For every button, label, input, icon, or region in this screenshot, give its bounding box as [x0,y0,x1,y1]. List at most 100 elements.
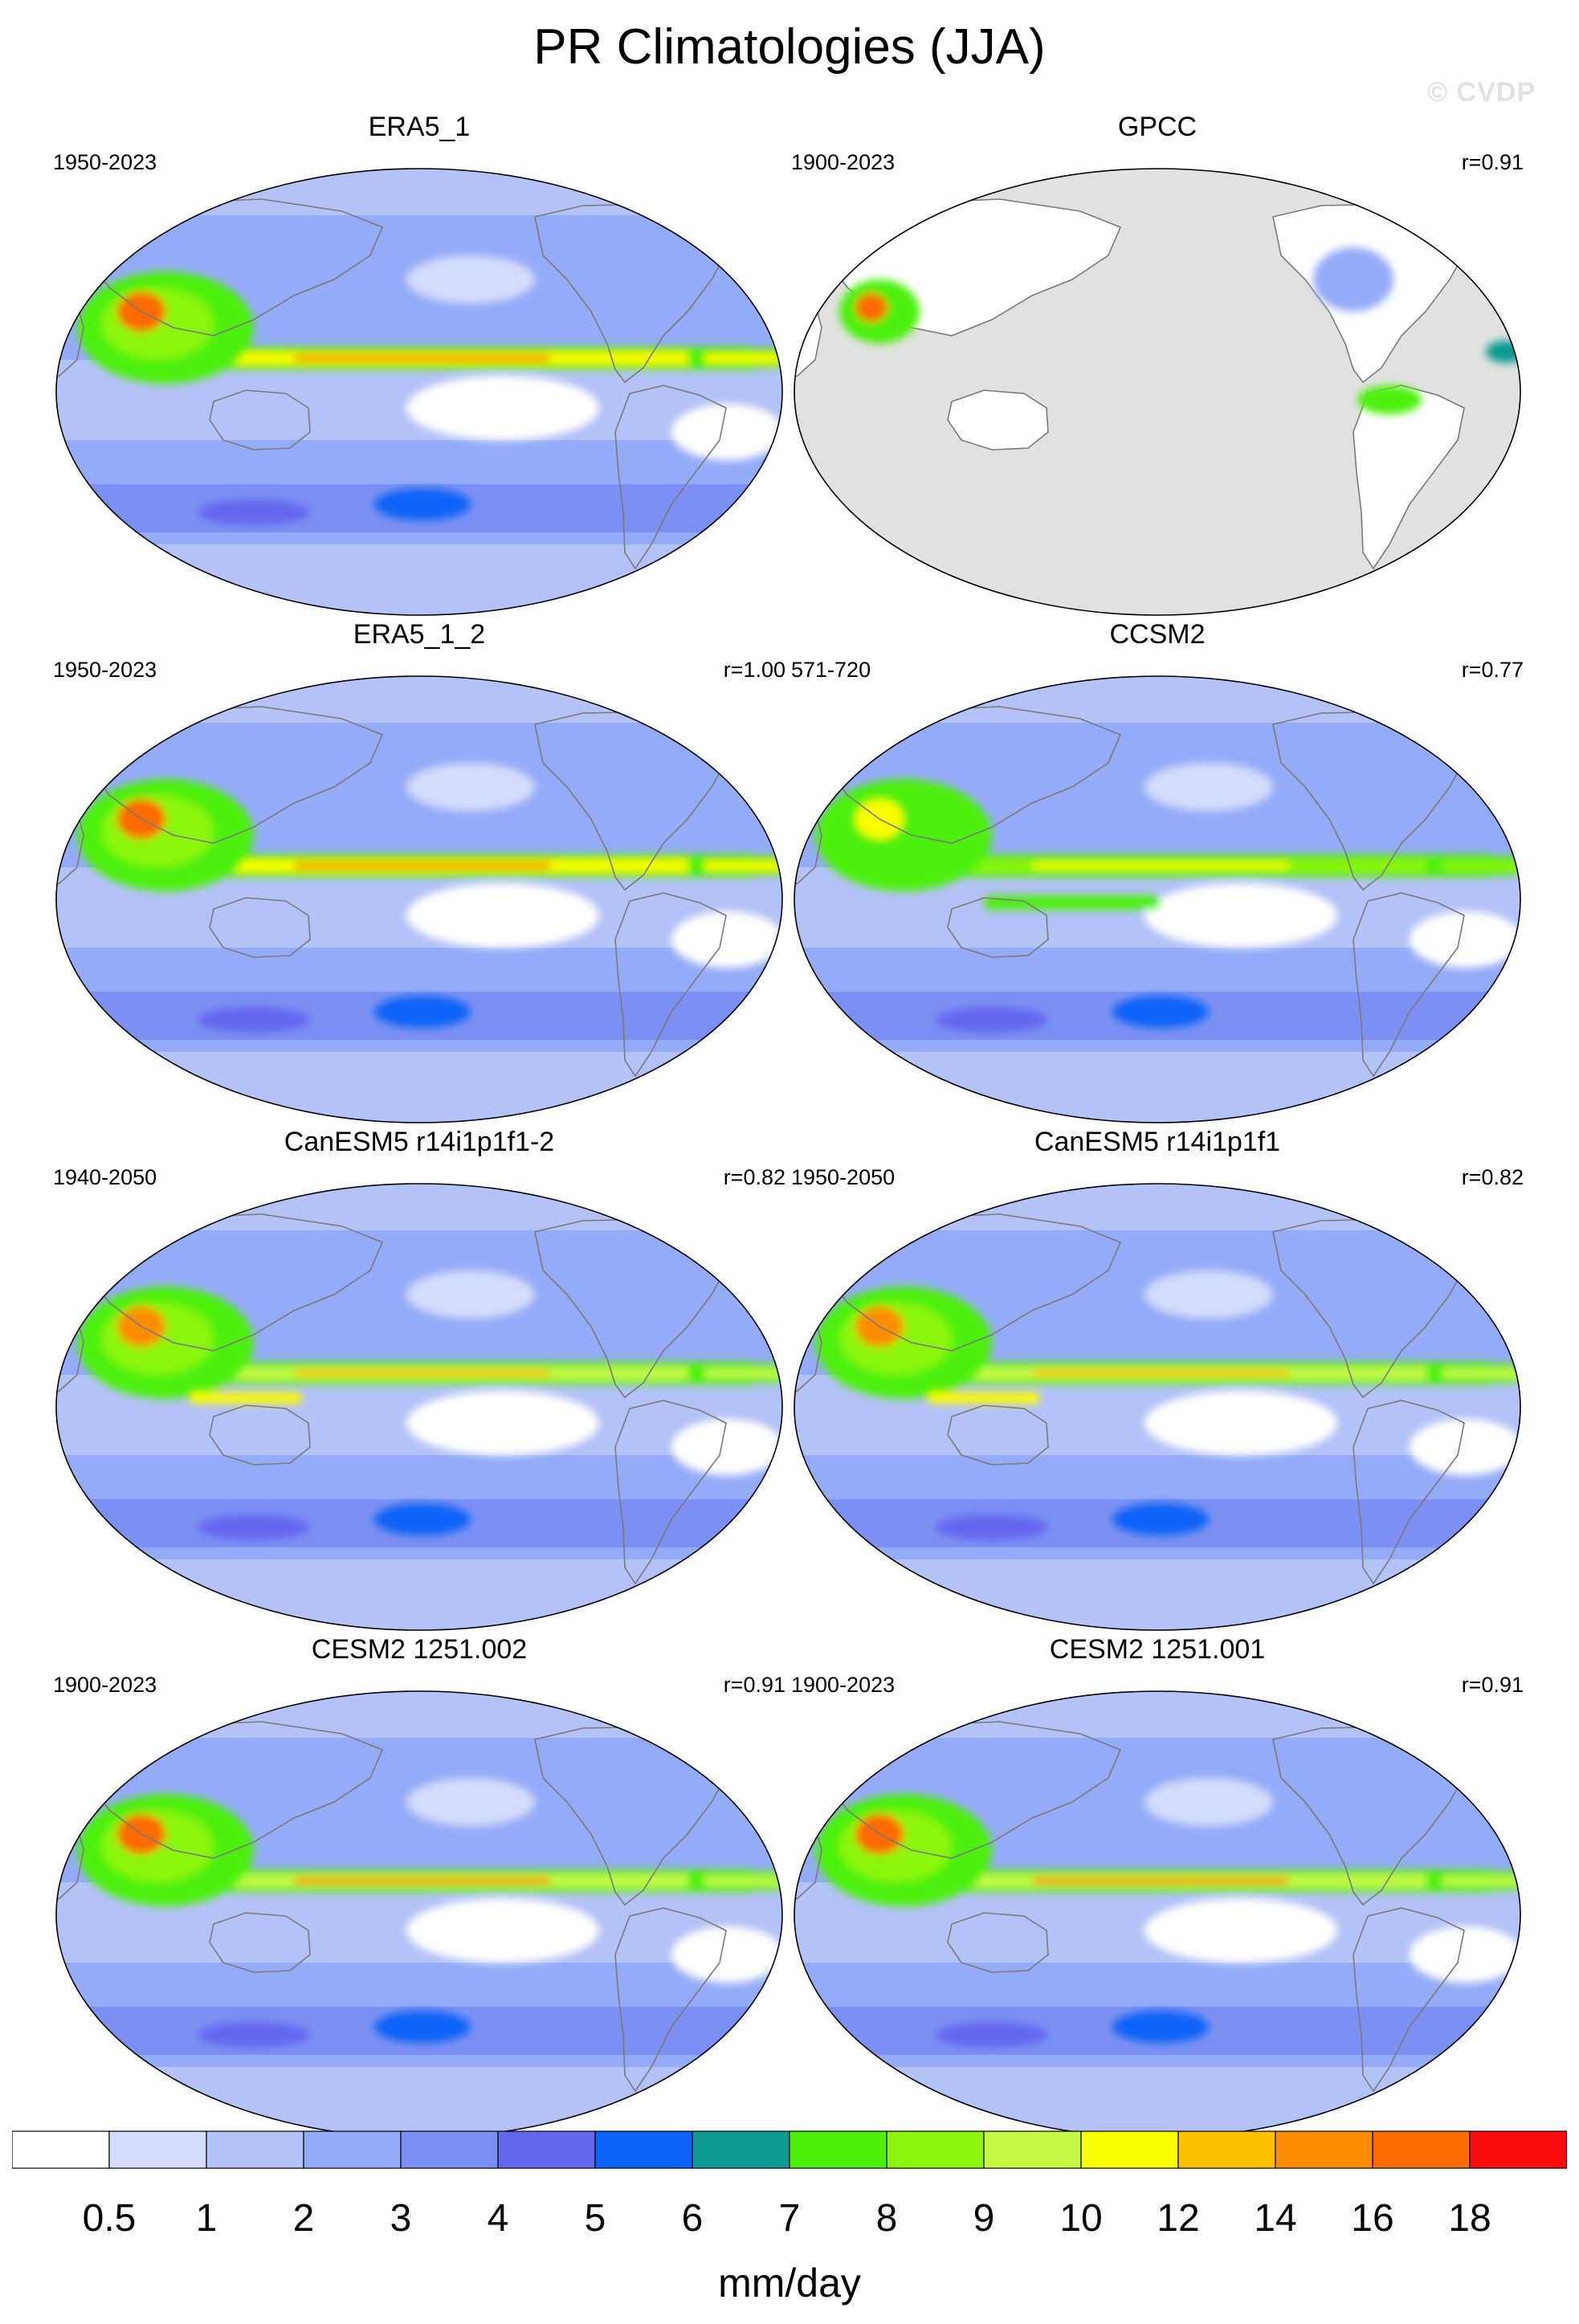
landmass-greenland [735,1729,781,1771]
landmass-asia [822,1721,1122,1859]
precipitation-field [794,676,1520,1123]
landmass-south-america [614,385,727,570]
colorbar-swatch [983,2130,1082,2169]
panel-pattern-correlation: r=0.77 [1461,658,1524,682]
colorbar-tick: 4 [487,2197,509,2240]
robinson-map [794,675,1521,1123]
robinson-map [794,168,1521,616]
panel-pattern-correlation: r=0.91 [1461,150,1524,174]
landmass-south-america [614,892,727,1078]
colorbar-tick: 14 [1254,2197,1297,2240]
panel-year-range: 1950-2023 [53,150,157,174]
colorbar-swatch [206,2130,304,2169]
landmass-australia [209,897,311,958]
panel-title: CCSM2 [1109,619,1206,650]
colorbar-swatch [497,2130,596,2169]
colorbar [12,2130,1567,2169]
colorbar-swatch [108,2130,207,2169]
colorbar-swatch [1275,2130,1373,2169]
map-panel: CanESM5 r14i1p1f1-2 1940-2050 r=0.82 [53,1126,785,1631]
panel-title: ERA5_1_2 [353,619,486,650]
colorbar-tick: 9 [973,2197,995,2240]
landmass-south-america [1353,1400,1465,1585]
colorbar-tick: 18 [1448,2197,1491,2240]
panel-title: GPCC [1117,112,1198,142]
colorbar-tick: 12 [1157,2197,1200,2240]
colorbar-swatch [1372,2130,1471,2169]
panel-year-range: 1950-2023 [53,658,157,682]
landmass-australia [209,1912,311,1973]
landmass-greenland [1473,1221,1519,1263]
colorbar-tick: 1 [195,2197,218,2240]
robinson-map [794,1183,1521,1631]
colorbar-tick: 16 [1351,2197,1394,2240]
colorbar-swatch [1080,2130,1179,2169]
panel-year-range: 1900-2023 [791,150,896,174]
robinson-map [55,1183,783,1631]
colorbar-swatch [1469,2130,1567,2169]
figure-title: PR Climatologies (JJA) [533,19,1046,75]
colorbar-tick: 10 [1059,2197,1103,2240]
panel-year-range: 571-720 [791,658,871,682]
landmass-greenland [735,1221,781,1263]
landmass-greenland [735,714,781,756]
landmass-greenland [1473,1729,1519,1771]
landmass-south-america [614,1907,727,2093]
panel-year-range: 1940-2050 [53,1165,157,1189]
robinson-map [55,168,783,616]
colorbar-tick: 5 [584,2197,606,2240]
landmass-greenland [735,206,781,248]
landmass-australia [947,389,1049,451]
colorbar-tick: 3 [390,2197,412,2240]
colorbar-swatch [400,2130,499,2169]
panel-pattern-correlation: r=1.00 [723,658,785,682]
landmass-south-america [614,1400,727,1585]
landmass-south-america [1353,1907,1465,2093]
panel-pattern-correlation: r=0.91 [723,1673,785,1697]
colorbar-swatch [692,2130,790,2169]
colorbar-tick: 8 [875,2197,898,2240]
robinson-map [794,1690,1521,2138]
panel-title: CESM2 1251.001 [1049,1634,1266,1665]
landmass-asia [822,1213,1122,1352]
panel-pattern-correlation: r=0.82 [723,1165,785,1189]
landmass-asia [84,706,384,844]
landmass-australia [209,389,311,451]
map-panel: CESM2 1251.001 1900-2023 r=0.91 [791,1633,1524,2138]
colorbar-swatch [594,2130,693,2169]
map-panel: GPCC 1900-2023 r=0.91 [791,111,1524,616]
robinson-map [55,1690,783,2138]
landmass-australia [947,897,1049,958]
colorbar-swatch [789,2130,887,2169]
landmass-south-america [1353,385,1465,570]
landmass-greenland [1473,206,1519,248]
precipitation-field [56,676,782,1123]
colorbar-tick: 6 [681,2197,704,2240]
colorbar-swatch [1177,2130,1276,2169]
landmass-australia [947,1912,1049,1973]
panel-year-range: 1900-2023 [791,1673,896,1697]
panel-title: ERA5_1 [368,112,471,142]
landmass-asia [84,1721,384,1859]
colorbar-swatch [12,2130,110,2169]
panel-pattern-correlation: r=0.82 [1461,1165,1524,1189]
robinson-map [55,675,783,1123]
panel-year-range: 1900-2023 [53,1673,157,1697]
landmass-australia [209,1405,311,1466]
map-panel: CanESM5 r14i1p1f1 1950-2050 r=0.82 [791,1126,1524,1631]
cvdp-watermark: © CVDP [1427,77,1536,108]
landmass-greenland [1473,714,1519,756]
landmass-asia [84,1213,384,1352]
panel-title: CanESM5 r14i1p1f1 [1034,1127,1281,1157]
landmass-asia [822,706,1122,844]
colorbar-units-label: mm/day [718,2261,861,2306]
landmass-south-america [1353,892,1465,1078]
landmass-australia [947,1405,1049,1466]
map-panel: ERA5_1_2 1950-2023 r=1.00 [53,618,785,1123]
colorbar-tick: 7 [778,2197,801,2240]
map-panel: CCSM2 571-720 r=0.77 [791,618,1524,1123]
colorbar-tick: 2 [292,2197,315,2240]
panel-title: CESM2 1251.002 [311,1634,528,1665]
panel-pattern-correlation: r=0.91 [1461,1673,1524,1697]
map-panel: CESM2 1251.002 1900-2023 r=0.91 [53,1633,785,2138]
